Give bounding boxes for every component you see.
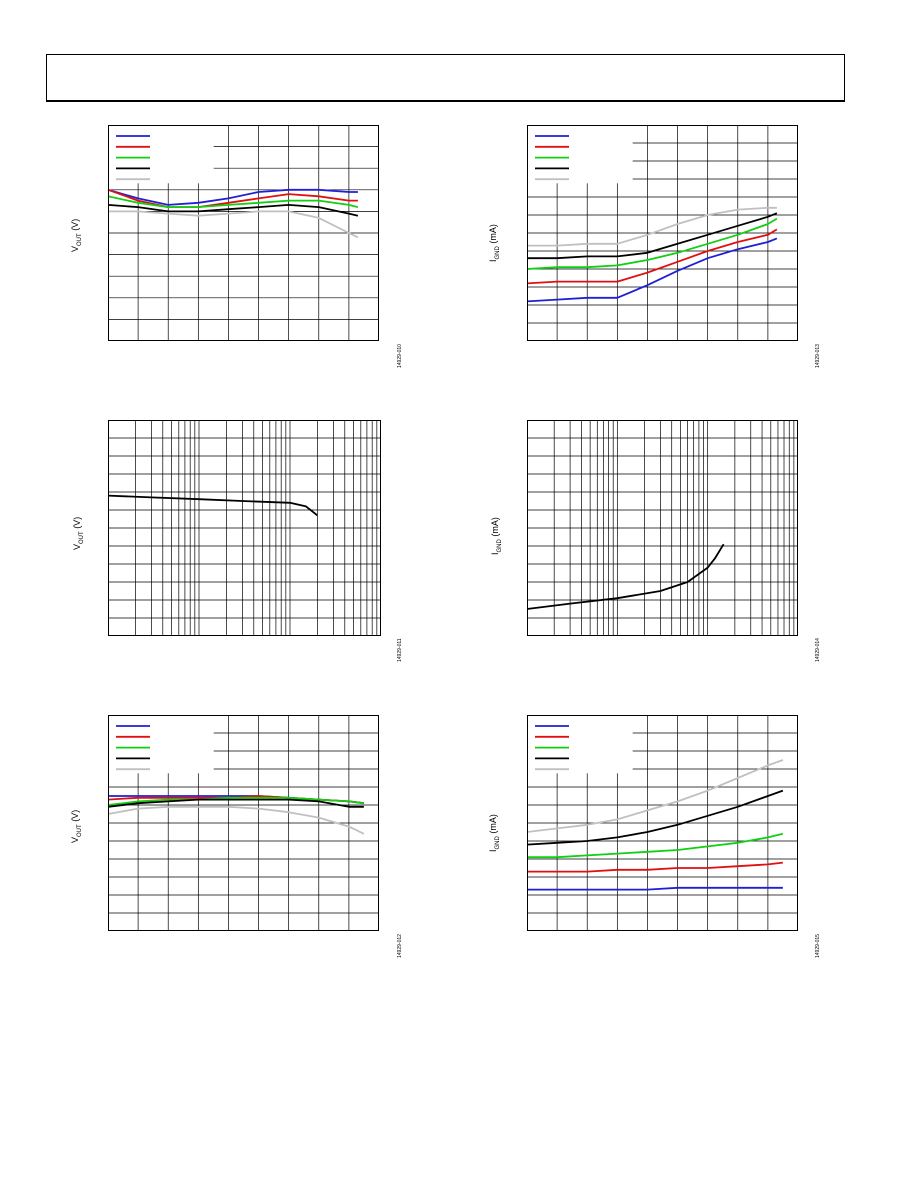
plot-frame	[108, 125, 379, 341]
figure-ignd-vs-load	[526, 420, 798, 636]
legend-box	[108, 125, 214, 184]
grid	[527, 125, 798, 341]
figure-vout-vs-temp-1	[107, 125, 379, 341]
figure-id: 14929-013	[815, 344, 821, 368]
figure-id: 14929-014	[815, 638, 821, 662]
legend-box	[108, 715, 214, 774]
chart-plot-f1	[107, 125, 379, 341]
plot-frame	[527, 715, 798, 931]
series-line	[526, 543, 725, 610]
series-line	[107, 805, 365, 835]
grid	[108, 420, 381, 636]
legend-box	[527, 715, 633, 774]
series-line	[107, 494, 318, 517]
figure-ignd-vs-vin	[526, 715, 798, 931]
grid	[527, 420, 798, 636]
chart-plot-f6	[526, 715, 798, 931]
series-line	[526, 228, 778, 285]
series-line	[527, 861, 784, 873]
y-axis-label: VOUT (V)	[70, 809, 83, 843]
figure-id: 14929-011	[397, 638, 403, 662]
legend-box	[527, 125, 633, 184]
y-axis-label: IGND (mA)	[490, 517, 503, 555]
series-line	[107, 195, 359, 208]
y-axis-label: VOUT (V)	[70, 218, 83, 252]
series-line	[526, 759, 784, 833]
series-line	[526, 789, 784, 846]
series-line	[108, 210, 359, 239]
chart-plot-f5	[107, 715, 379, 931]
series-line	[107, 796, 365, 806]
y-axis-label: IGND (mA)	[488, 224, 501, 262]
series-line	[107, 798, 364, 808]
series-line	[527, 206, 777, 247]
series-line	[527, 212, 778, 260]
plot-frame	[108, 715, 379, 931]
series-line	[526, 237, 778, 303]
page-header-box	[46, 54, 845, 102]
figure-id: 14929-012	[397, 934, 403, 958]
plot-frame	[108, 420, 381, 636]
series-line	[527, 886, 783, 891]
y-axis-label: VOUT (V)	[72, 516, 85, 550]
chart-plot-f3	[107, 420, 381, 636]
figure-id: 14929-010	[397, 344, 403, 368]
figure-vout-vs-temp-2	[107, 715, 379, 931]
chart-plot-f4	[526, 420, 798, 636]
figure-vout-vs-load	[107, 420, 381, 636]
series-line	[107, 188, 358, 208]
chart-plot-f2	[526, 125, 798, 341]
y-axis-label: IGND (mA)	[488, 814, 501, 852]
series-line	[527, 832, 784, 859]
series-line	[107, 188, 358, 206]
series-line	[107, 204, 359, 217]
figure-ignd-vs-temp	[526, 125, 798, 341]
series-line	[526, 217, 778, 270]
figure-id: 14929-015	[815, 934, 821, 958]
plot-frame	[527, 125, 798, 341]
grid	[527, 715, 798, 931]
plot-frame	[527, 420, 798, 636]
